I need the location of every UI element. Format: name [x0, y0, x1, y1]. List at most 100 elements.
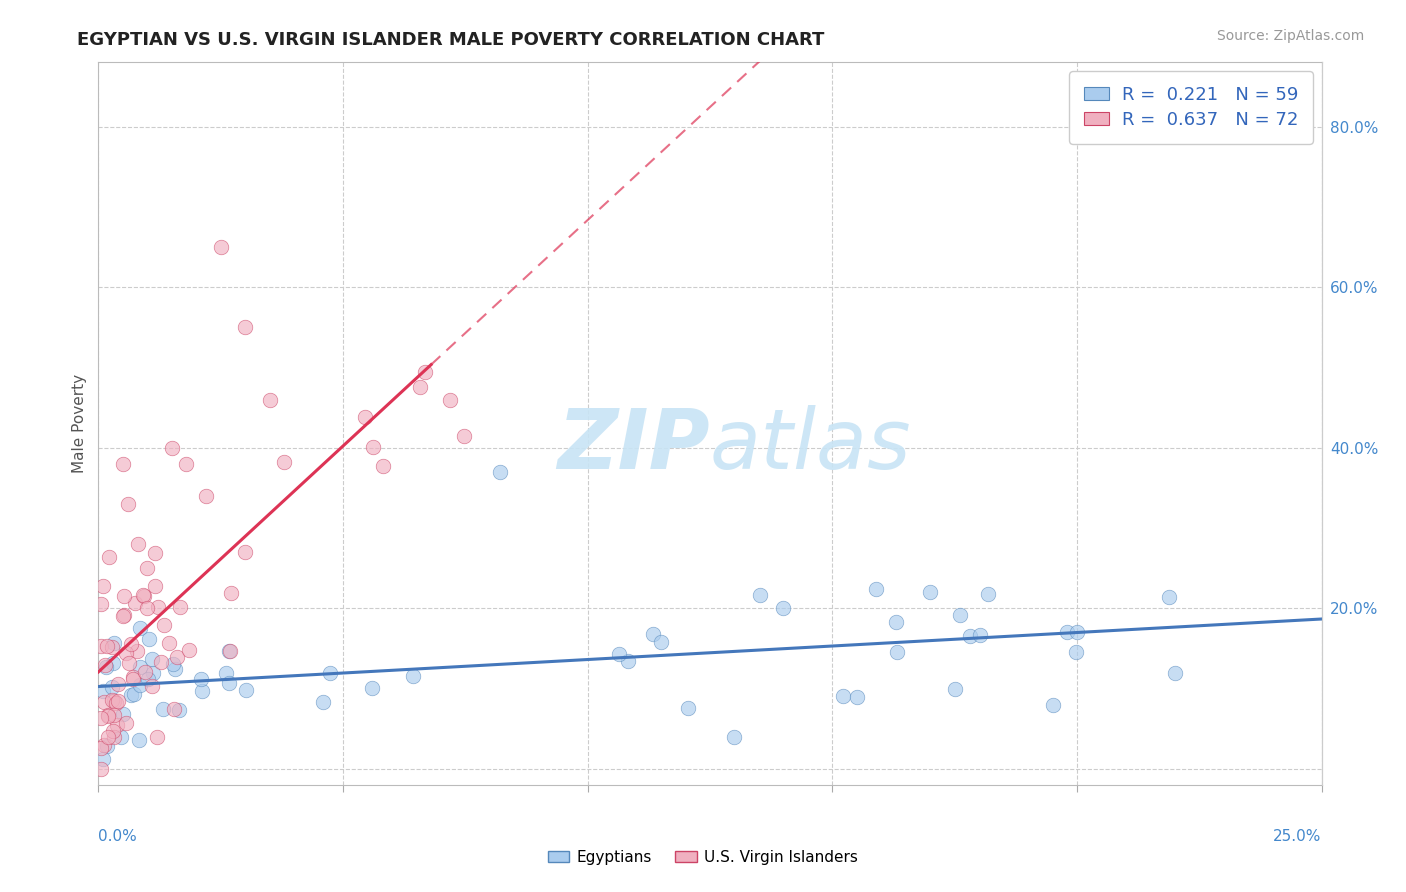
Point: [353, 410, 375, 425]
Point: [179, 643, 201, 657]
Point: [129, 678, 152, 692]
Point: [90, 762, 112, 776]
Point: [215, 666, 238, 681]
Point: [132, 588, 155, 602]
Point: [117, 497, 139, 511]
Point: [273, 455, 295, 469]
Point: [219, 644, 242, 658]
Text: 25.0%: 25.0%: [1274, 830, 1322, 844]
Point: [920, 585, 942, 599]
Point: [110, 731, 132, 745]
Point: [122, 670, 145, 684]
Point: [134, 589, 156, 603]
Point: [107, 694, 129, 708]
Point: [1056, 624, 1078, 639]
Point: [93, 578, 115, 592]
Point: [163, 702, 186, 716]
Point: [103, 657, 125, 671]
Point: [169, 599, 191, 614]
Point: [969, 628, 991, 642]
Legend: Egyptians, U.S. Virgin Islanders: Egyptians, U.S. Virgin Islanders: [541, 844, 865, 871]
Point: [134, 665, 156, 679]
Point: [415, 365, 437, 379]
Point: [120, 688, 142, 702]
Point: [138, 632, 160, 647]
Point: [312, 695, 335, 709]
Point: [91, 683, 114, 698]
Point: [845, 690, 868, 704]
Point: [191, 683, 214, 698]
Point: [190, 672, 212, 686]
Point: [143, 579, 166, 593]
Point: [865, 582, 887, 596]
Point: [128, 732, 150, 747]
Point: [886, 645, 908, 659]
Point: [221, 586, 243, 600]
Text: 0.0%: 0.0%: [98, 830, 138, 844]
Point: [117, 656, 139, 670]
Point: [233, 320, 256, 334]
Point: [101, 680, 124, 694]
Point: [723, 730, 745, 744]
Point: [1157, 590, 1180, 604]
Point: [884, 615, 907, 629]
Point: [136, 672, 159, 686]
Point: [103, 723, 125, 738]
Point: [107, 677, 129, 691]
Point: [141, 652, 163, 666]
Point: [103, 730, 125, 744]
Point: [772, 601, 794, 615]
Point: [143, 546, 166, 560]
Point: [90, 711, 112, 725]
Point: [97, 730, 120, 744]
Point: [488, 465, 510, 479]
Point: [319, 666, 342, 681]
Point: [93, 739, 115, 753]
Point: [162, 657, 184, 672]
Point: [127, 537, 149, 551]
Point: [150, 656, 173, 670]
Point: [111, 457, 134, 471]
Point: [96, 640, 118, 654]
Point: [103, 694, 125, 708]
Point: [749, 588, 772, 602]
Point: [1064, 645, 1087, 659]
Point: [91, 752, 114, 766]
Point: [97, 709, 120, 723]
Point: [122, 673, 145, 687]
Legend: R =  0.221   N = 59, R =  0.637   N = 72: R = 0.221 N = 59, R = 0.637 N = 72: [1070, 71, 1313, 144]
Point: [371, 459, 394, 474]
Point: [233, 545, 256, 559]
Point: [146, 730, 169, 744]
Point: [114, 647, 136, 661]
Point: [166, 650, 188, 665]
Point: [94, 658, 117, 673]
Point: [129, 621, 152, 635]
Point: [218, 676, 240, 690]
Point: [195, 489, 218, 503]
Text: EGYPTIAN VS U.S. VIRGIN ISLANDER MALE POVERTY CORRELATION CHART: EGYPTIAN VS U.S. VIRGIN ISLANDER MALE PO…: [77, 31, 825, 49]
Point: [176, 457, 198, 471]
Point: [90, 741, 112, 756]
Point: [361, 681, 384, 695]
Point: [128, 659, 150, 673]
Y-axis label: Male Poverty: Male Poverty: [72, 374, 87, 474]
Point: [1066, 625, 1088, 640]
Point: [609, 647, 631, 661]
Point: [96, 659, 118, 673]
Point: [120, 637, 142, 651]
Point: [125, 644, 148, 658]
Text: atlas: atlas: [710, 405, 911, 486]
Point: [977, 587, 1000, 601]
Point: [105, 696, 128, 710]
Point: [949, 607, 972, 622]
Point: [1042, 698, 1064, 712]
Text: ZIP: ZIP: [557, 405, 710, 486]
Point: [141, 679, 163, 693]
Point: [115, 716, 138, 731]
Point: [93, 695, 115, 709]
Point: [153, 617, 176, 632]
Point: [831, 689, 853, 703]
Point: [98, 550, 121, 565]
Point: [146, 600, 169, 615]
